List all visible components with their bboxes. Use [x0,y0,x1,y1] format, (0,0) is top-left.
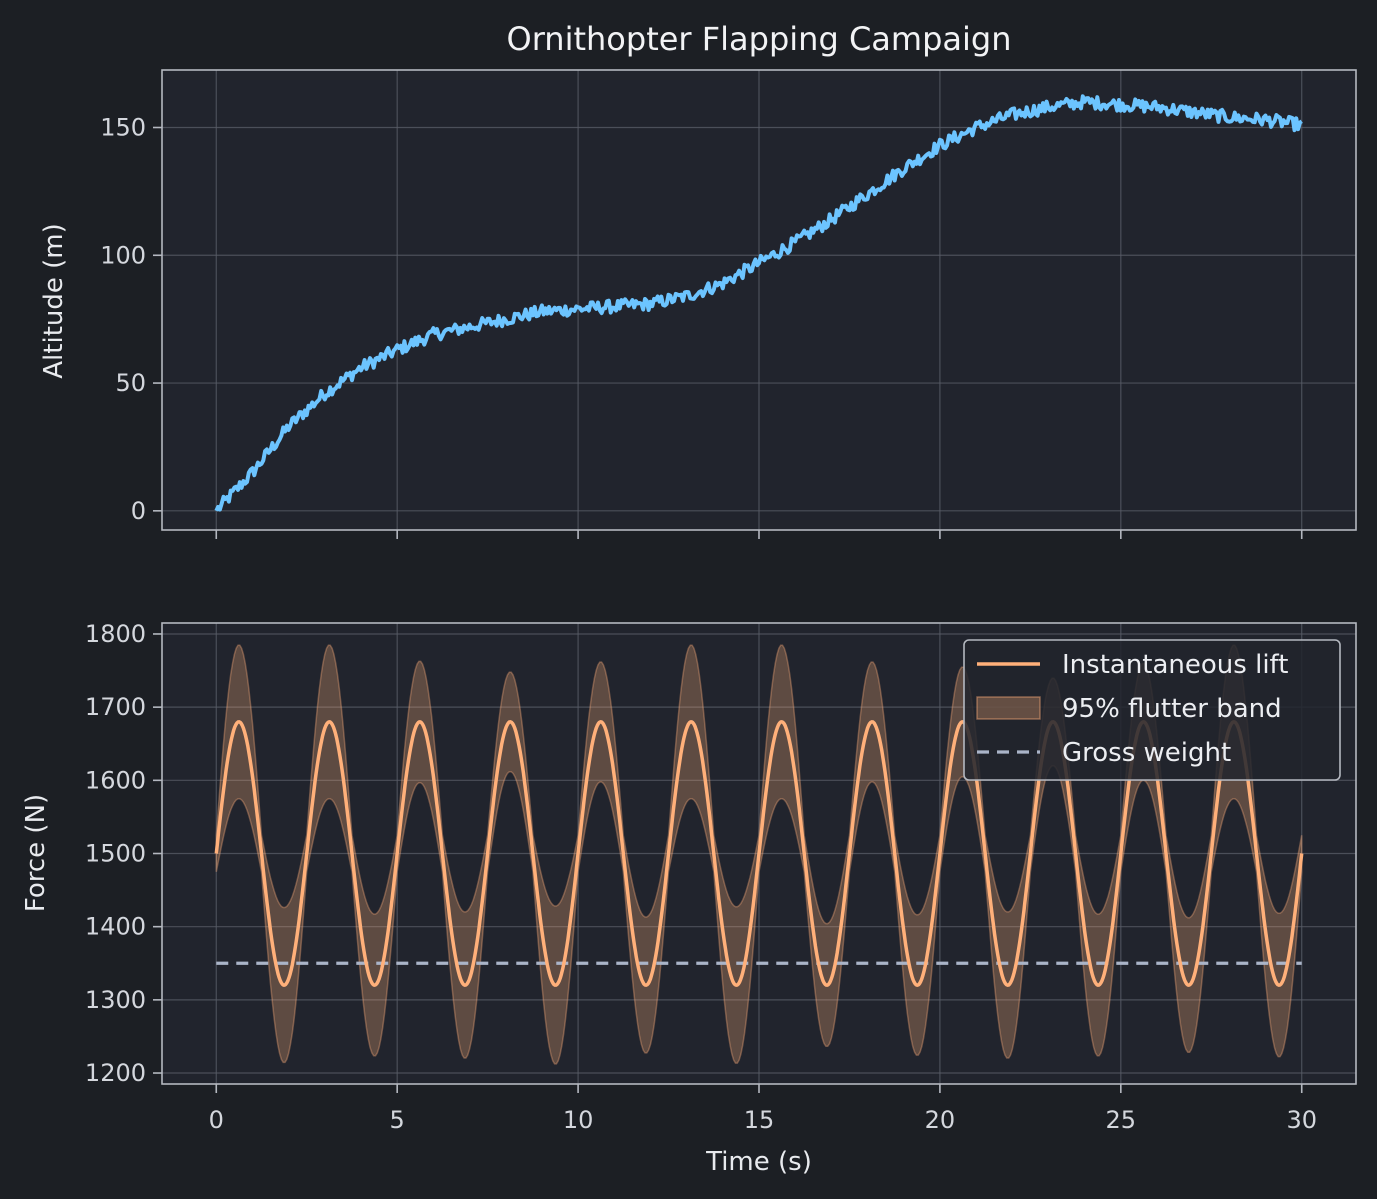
legend-band-swatch [976,696,1041,720]
legend-box [963,639,1341,781]
altitude-frame [161,69,1357,531]
force-y-tick-label: 1300 [85,986,146,1014]
force-y-tick-label: 1600 [85,766,146,794]
force-y-tick-label: 1200 [85,1059,146,1087]
legend-lift-label: Instantaneous lift [1062,650,1288,680]
force-frame [161,622,1357,1085]
legend-band-label: 95% flutter band [1062,694,1282,724]
altitude-series-line [214,94,1303,512]
force-x-tick-label: 5 [390,1106,405,1134]
force-y-tick-label: 1500 [85,840,146,868]
force-x-tick-label: 0 [209,1106,224,1134]
instantaneous-lift-line [214,720,1304,987]
altitude-panel: 0 50 100 150 [100,69,1357,539]
legend: Instantaneous lift 95% flutter band Gross … [963,639,1341,781]
altitude-y-axis-title: Altitude (m) [39,223,69,378]
force-y-axis-title: Force (N) [21,794,51,912]
altitude-y-tick-label: 150 [100,114,146,142]
force-x-tick-label: 30 [1286,1106,1317,1134]
force-y-tick-label: 1400 [85,913,146,941]
force-y-tick-label: 1800 [85,620,146,648]
force-x-tick-label: 20 [925,1106,956,1134]
altitude-y-tick-label: 0 [131,497,146,525]
force-x-tick-label: 25 [1106,1106,1137,1134]
altitude-y-tick-label: 100 [100,241,146,269]
legend-weight-label: Gross weight [1062,738,1231,768]
force-x-tick-label: 15 [744,1106,775,1134]
chart-title: Ornithopter Flapping Campaign [507,20,1012,58]
altitude-y-tick-label: 50 [115,369,146,397]
x-axis-title: Time (s) [705,1147,812,1177]
force-y-tick-label: 1700 [85,693,146,721]
force-x-tick-label: 10 [563,1106,594,1134]
